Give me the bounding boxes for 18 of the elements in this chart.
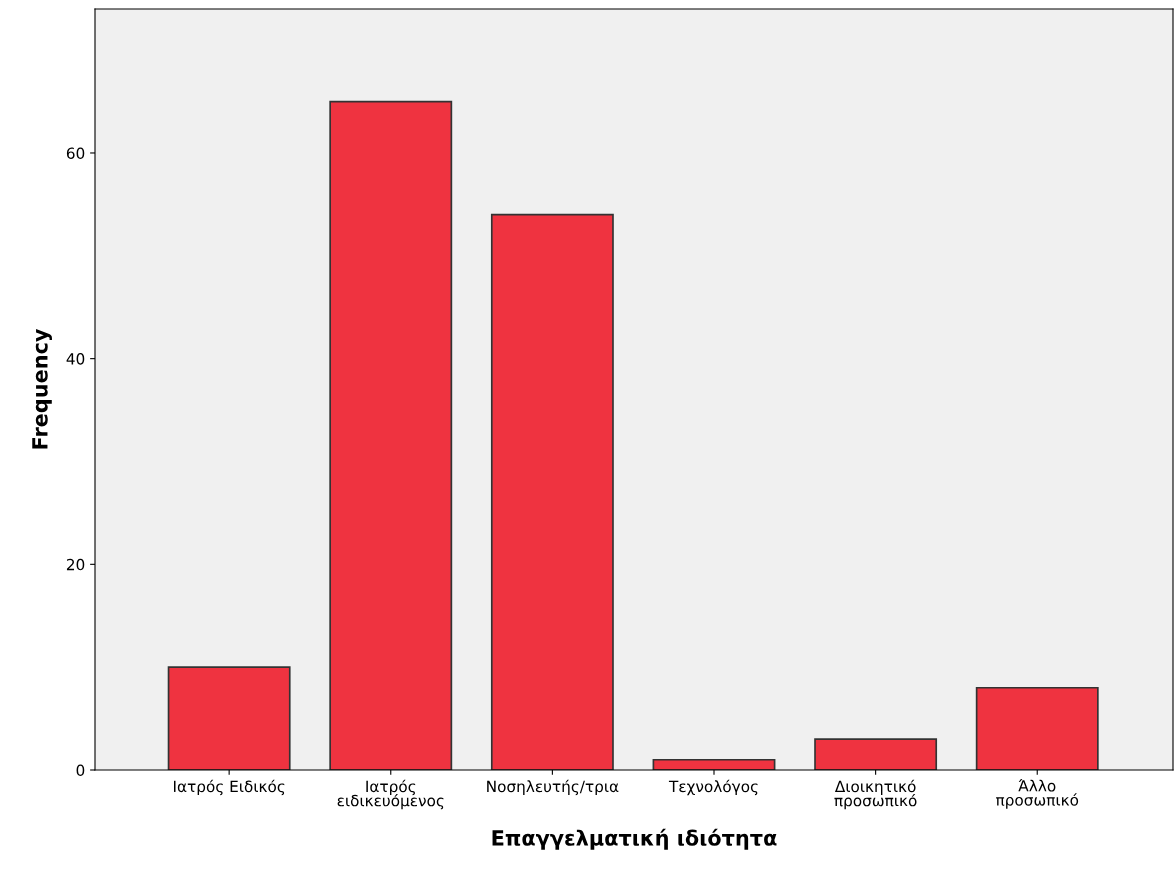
x-tick-label: Ιατρός Ειδικός — [173, 779, 285, 796]
bar — [975, 686, 1099, 770]
y-tick-label: 60 — [66, 147, 85, 159]
x-tick-label: Ιατρός ειδικευόμενος — [337, 779, 444, 810]
x-tick-label: Τεχνολόγος — [668, 779, 758, 796]
bar — [652, 758, 776, 770]
bar — [814, 738, 938, 770]
y-axis-title: Frequency — [32, 328, 52, 449]
x-tick-label: Διοικητικό προσωπικό — [834, 779, 917, 810]
bar — [329, 100, 453, 770]
x-tick-label: Άλλο προσωπικό — [996, 779, 1079, 809]
x-axis-title: Επαγγελματική ιδιότητα — [492, 828, 777, 850]
bar — [167, 666, 291, 770]
y-tick-label: 40 — [66, 353, 85, 365]
y-tick-label: 0 — [76, 764, 85, 777]
bar — [490, 213, 614, 770]
y-tick-label: 20 — [66, 558, 85, 571]
x-tick-label: Νοσηλευτής/τρια — [487, 779, 619, 796]
